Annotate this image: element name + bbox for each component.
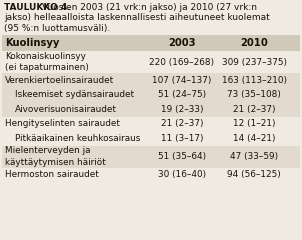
- Text: 51 (24–75): 51 (24–75): [158, 90, 206, 99]
- FancyBboxPatch shape: [2, 35, 300, 51]
- Text: 21 (2–37): 21 (2–37): [233, 105, 275, 114]
- Text: 21 (2–37): 21 (2–37): [161, 119, 203, 128]
- Text: 51 (35–64): 51 (35–64): [158, 152, 206, 161]
- Text: 14 (4–21): 14 (4–21): [233, 134, 275, 143]
- FancyBboxPatch shape: [2, 73, 300, 88]
- Text: 2003: 2003: [168, 38, 196, 48]
- Text: 47 (33–59): 47 (33–59): [230, 152, 278, 161]
- Text: Mielenterveyden ja
käyttäytymisen häiriöt: Mielenterveyden ja käyttäytymisen häiriö…: [5, 146, 106, 167]
- Text: jakso) helleaalloista laskennallisesti aiheutuneet kuolemat: jakso) helleaalloista laskennallisesti a…: [4, 13, 270, 23]
- Text: 19 (2–33): 19 (2–33): [161, 105, 203, 114]
- Text: Verenkiertoelinsairaudet: Verenkiertoelinsairaudet: [5, 76, 114, 85]
- Text: Iskeemiset sydänsairaudet: Iskeemiset sydänsairaudet: [15, 90, 134, 99]
- FancyBboxPatch shape: [2, 131, 300, 145]
- Text: 30 (16–40): 30 (16–40): [158, 170, 206, 179]
- Text: Vuosien 2003 (21 vrk:n jakso) ja 2010 (27 vrk:n: Vuosien 2003 (21 vrk:n jakso) ja 2010 (2…: [42, 3, 257, 12]
- FancyBboxPatch shape: [2, 102, 300, 116]
- Text: 73 (35–108): 73 (35–108): [227, 90, 281, 99]
- FancyBboxPatch shape: [2, 116, 300, 131]
- Text: Hengityselinten sairaudet: Hengityselinten sairaudet: [5, 119, 120, 128]
- FancyBboxPatch shape: [2, 51, 300, 73]
- Text: Hermoston sairaudet: Hermoston sairaudet: [5, 170, 99, 179]
- Text: 12 (1–21): 12 (1–21): [233, 119, 275, 128]
- FancyBboxPatch shape: [2, 88, 300, 102]
- Text: Pitkäaikainen keuhkosairaus: Pitkäaikainen keuhkosairaus: [15, 134, 140, 143]
- Text: Kuolinsyy: Kuolinsyy: [5, 38, 59, 48]
- FancyBboxPatch shape: [2, 168, 300, 182]
- Text: 309 (237–375): 309 (237–375): [221, 58, 287, 66]
- Text: Kokonaiskuolinsyy
(ei tapaturmainen): Kokonaiskuolinsyy (ei tapaturmainen): [5, 52, 89, 72]
- Text: 2010: 2010: [240, 38, 268, 48]
- Text: (95 %:n luottamusväli).: (95 %:n luottamusväli).: [4, 24, 110, 33]
- FancyBboxPatch shape: [2, 145, 300, 168]
- Text: 163 (113–210): 163 (113–210): [221, 76, 287, 85]
- Text: 107 (74–137): 107 (74–137): [152, 76, 212, 85]
- Text: 94 (56–125): 94 (56–125): [227, 170, 281, 179]
- Text: 11 (3–17): 11 (3–17): [161, 134, 203, 143]
- Text: 220 (169–268): 220 (169–268): [149, 58, 214, 66]
- Text: Aivoverisuonisairaudet: Aivoverisuonisairaudet: [15, 105, 117, 114]
- Text: TAULUKKO 4.: TAULUKKO 4.: [4, 3, 74, 12]
